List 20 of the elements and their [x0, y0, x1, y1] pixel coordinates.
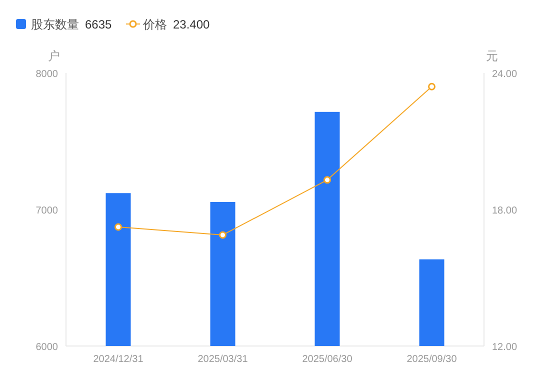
point — [324, 176, 331, 184]
y-tick-label: 7000 — [36, 206, 58, 216]
x-tick-label: 2024/12/31 — [93, 354, 144, 365]
y2-tick-label: 18.00 — [492, 206, 518, 216]
x-tick-label: 2025/06/30 — [302, 354, 353, 365]
point — [428, 82, 436, 90]
point — [114, 223, 122, 231]
legend-label: 股东数量 — [31, 18, 79, 32]
x-tick-label: 2025/09/30 — [406, 354, 458, 365]
y2-axis-title: 元 — [486, 49, 498, 63]
y-axis-title: 户 — [48, 49, 60, 63]
text: 6635 — [85, 18, 112, 32]
x-tick-label: 2025/03/31 — [198, 354, 248, 365]
y-tick-label: 6000 — [36, 342, 58, 353]
y-tick-label: 8000 — [36, 69, 58, 80]
text: 23.400 — [173, 18, 210, 32]
point — [219, 231, 226, 239]
y2-tick-label: 24.00 — [492, 69, 518, 80]
legend-label: 价格 — [142, 18, 167, 32]
y2-tick-label: 12.00 — [492, 342, 518, 353]
